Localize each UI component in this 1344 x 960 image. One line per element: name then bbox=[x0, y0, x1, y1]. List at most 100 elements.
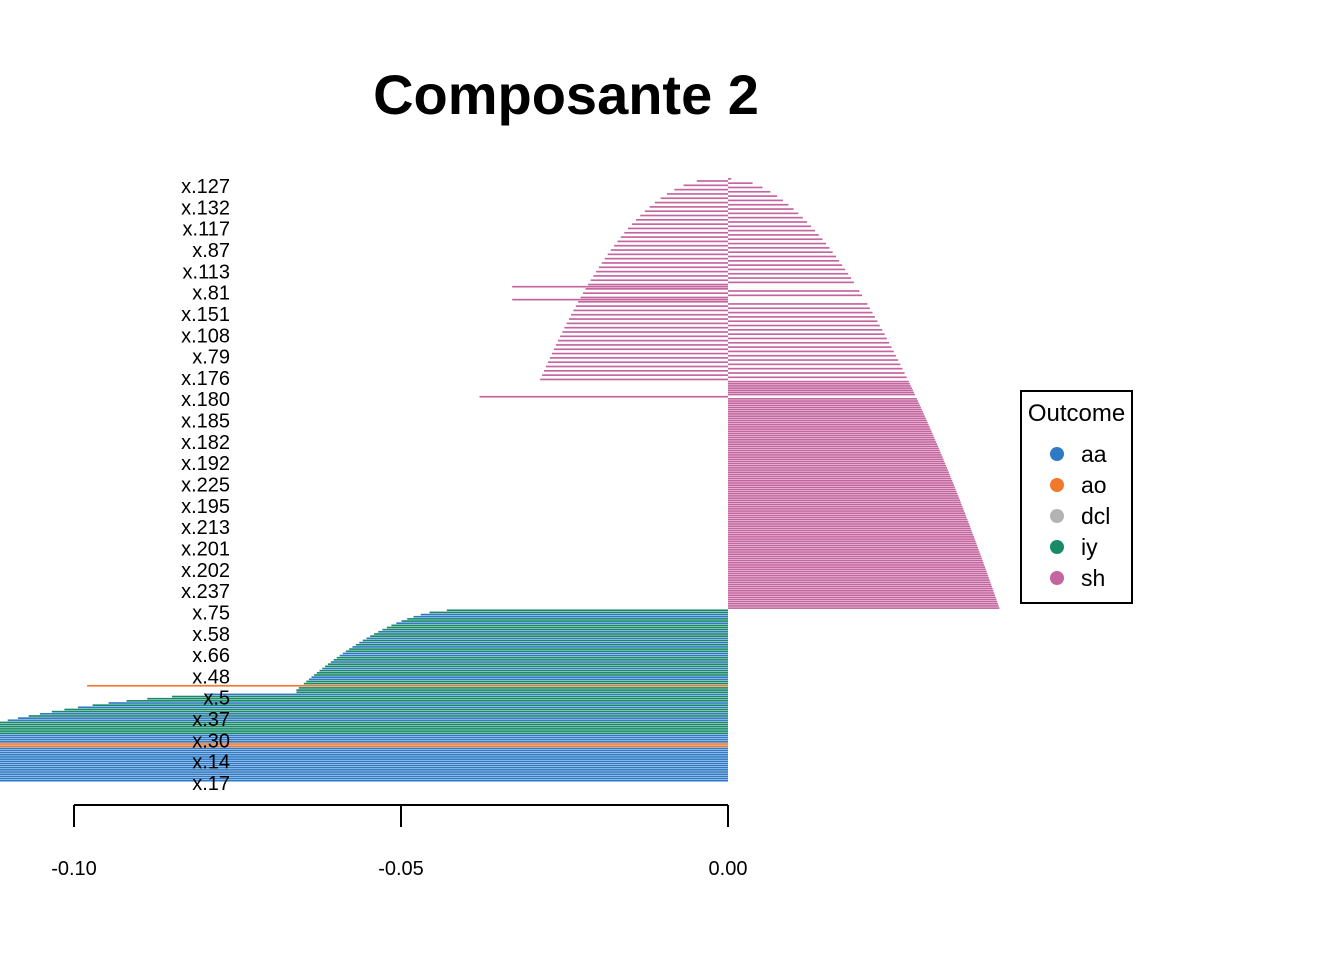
bar-iy bbox=[28, 715, 729, 717]
bar-sh bbox=[728, 443, 938, 446]
bar-sh bbox=[728, 549, 979, 551]
bar-aa bbox=[17, 717, 728, 719]
legend-label: sh bbox=[1081, 564, 1106, 591]
bar-iy bbox=[333, 659, 728, 661]
bar-aa bbox=[7, 719, 728, 722]
bar-aa bbox=[308, 678, 728, 681]
bar-sh bbox=[728, 518, 968, 521]
bars-group bbox=[0, 178, 1000, 782]
bar-sh bbox=[728, 510, 965, 512]
bar-sh bbox=[728, 540, 976, 543]
legend: Outcome aa ao dcl iy sh bbox=[1020, 390, 1133, 604]
bar-sh bbox=[728, 482, 954, 484]
bar-sh bbox=[728, 542, 977, 545]
bar-sh bbox=[728, 382, 910, 385]
bar-sh bbox=[728, 221, 808, 223]
bar-sh bbox=[547, 361, 728, 364]
y-tick-label: x.195 bbox=[181, 496, 230, 518]
bar-sh bbox=[601, 262, 728, 264]
bar-sh bbox=[728, 268, 846, 271]
bar-sh bbox=[728, 441, 937, 443]
bar-iy bbox=[325, 665, 728, 668]
x-tick-label: 0.00 bbox=[709, 858, 748, 880]
bar-sh bbox=[728, 359, 899, 361]
bar-sh bbox=[728, 585, 992, 588]
bar-sh bbox=[568, 318, 728, 320]
bar-sh bbox=[607, 253, 728, 256]
bar-aa bbox=[0, 741, 729, 743]
bar-sh bbox=[728, 186, 763, 189]
bar-sh bbox=[631, 223, 728, 225]
bar-sh bbox=[728, 559, 983, 562]
legend-item-ao: ao bbox=[1050, 472, 1107, 498]
bar-ao bbox=[0, 745, 728, 748]
bar-sh bbox=[728, 311, 873, 314]
bar-sh bbox=[728, 471, 949, 474]
legend-label: dcl bbox=[1081, 502, 1111, 529]
bar-sh bbox=[728, 372, 905, 374]
bar-aa bbox=[108, 702, 729, 704]
bar-iy bbox=[349, 648, 728, 650]
bar-sh bbox=[728, 488, 956, 491]
bar-aa bbox=[330, 661, 728, 663]
bar-sh bbox=[728, 531, 973, 534]
bar-sh bbox=[728, 426, 930, 428]
bar-iy bbox=[446, 609, 728, 612]
bar-sh bbox=[728, 417, 926, 420]
x-tick-label: -0.05 bbox=[378, 858, 424, 880]
bar-iy bbox=[319, 669, 728, 672]
bar-sh bbox=[728, 337, 887, 340]
bar-sh bbox=[644, 210, 728, 213]
bar-sh bbox=[553, 348, 728, 351]
legend-title: Outcome bbox=[1027, 400, 1126, 427]
bar-sh bbox=[636, 218, 728, 221]
bar-aa bbox=[0, 753, 728, 756]
bar-sh bbox=[620, 236, 728, 238]
bar-sh bbox=[728, 290, 860, 292]
bar-aa bbox=[311, 676, 728, 678]
bar-aa bbox=[413, 615, 728, 618]
bar-sh bbox=[728, 460, 945, 463]
bar-sh bbox=[728, 419, 927, 422]
bar-sh bbox=[617, 240, 728, 243]
bar-sh bbox=[728, 303, 868, 305]
bar-sh bbox=[728, 229, 815, 232]
bar-sh bbox=[728, 499, 960, 502]
bar-aa bbox=[39, 712, 728, 715]
bar-sh bbox=[683, 184, 728, 187]
bar-sh bbox=[580, 296, 728, 299]
bar-aa bbox=[0, 775, 728, 778]
bar-sh bbox=[549, 357, 728, 359]
bar-ao bbox=[87, 684, 729, 687]
bar-sh bbox=[728, 607, 1000, 609]
bar-sh bbox=[728, 561, 984, 564]
bar-sh bbox=[588, 283, 728, 286]
bar-sh bbox=[728, 568, 986, 571]
bar-aa bbox=[0, 769, 728, 771]
bar-sh bbox=[728, 501, 961, 504]
bar-sh bbox=[545, 365, 728, 368]
bar-sh bbox=[728, 538, 975, 540]
bar-aa bbox=[420, 613, 728, 616]
y-tick-label: x.66 bbox=[192, 645, 230, 667]
bar-sh bbox=[573, 309, 728, 312]
bar-iy bbox=[147, 697, 728, 700]
bar-sh bbox=[542, 374, 728, 376]
bar-sh bbox=[728, 402, 919, 405]
bar-sh bbox=[728, 408, 922, 411]
bar-iy bbox=[429, 611, 728, 614]
y-tick-label: x.113 bbox=[183, 261, 230, 283]
legend-item-aa: aa bbox=[1050, 441, 1107, 467]
bar-sh bbox=[728, 413, 924, 415]
bar-sh bbox=[728, 400, 918, 402]
bar-sh bbox=[728, 190, 771, 193]
bar-sh bbox=[479, 395, 728, 398]
bar-sh bbox=[728, 272, 849, 275]
bar-iy bbox=[327, 663, 728, 666]
y-tick-label: x.87 bbox=[192, 240, 230, 262]
bar-sh bbox=[628, 227, 728, 230]
bar-sh bbox=[728, 497, 960, 499]
bar-sh bbox=[728, 533, 974, 536]
bar-aa bbox=[0, 749, 729, 752]
bar-sh bbox=[598, 266, 728, 269]
